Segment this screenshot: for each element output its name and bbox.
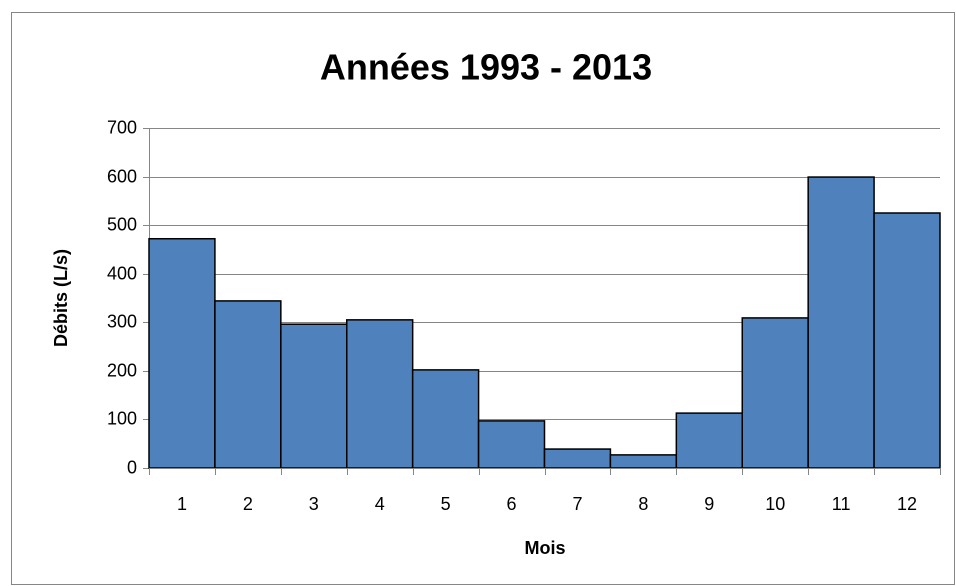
y-axis-label: Débits (L/s)	[51, 249, 71, 347]
y-tick-label: 200	[107, 360, 137, 380]
y-tick-label: 400	[107, 263, 137, 283]
x-tick-label: 6	[507, 494, 517, 514]
bar	[477, 420, 546, 469]
x-tick-label: 12	[897, 494, 917, 514]
bar	[741, 317, 809, 469]
y-tick-label: 100	[107, 408, 137, 428]
bar	[675, 412, 743, 469]
y-tick-label: 300	[107, 311, 137, 331]
x-tick-label: 8	[638, 494, 648, 514]
y-tick-label: 500	[107, 214, 137, 234]
bar	[346, 319, 414, 469]
bar	[807, 176, 875, 469]
x-tick-label: 2	[243, 494, 253, 514]
chart-title: Années 1993 - 2013	[320, 47, 652, 88]
x-tick-label: 11	[832, 494, 851, 514]
x-tick-label: 4	[375, 494, 385, 514]
bar	[609, 454, 678, 469]
bar	[280, 323, 348, 469]
bar	[411, 369, 480, 469]
bar	[873, 212, 941, 469]
bar	[214, 300, 282, 469]
x-tick-label: 10	[765, 494, 785, 514]
x-tick-label: 5	[441, 494, 451, 514]
y-tick-label: 700	[107, 117, 137, 137]
x-tick-label: 1	[177, 494, 187, 514]
bar	[148, 237, 216, 469]
x-tick-label: 3	[309, 494, 319, 514]
y-tick-label: 600	[107, 166, 137, 186]
x-tick-label: 9	[704, 494, 714, 514]
x-axis-label: Mois	[524, 538, 565, 558]
x-tick-label: 7	[572, 494, 582, 514]
y-tick-label: 0	[127, 457, 137, 477]
bar	[543, 448, 612, 469]
